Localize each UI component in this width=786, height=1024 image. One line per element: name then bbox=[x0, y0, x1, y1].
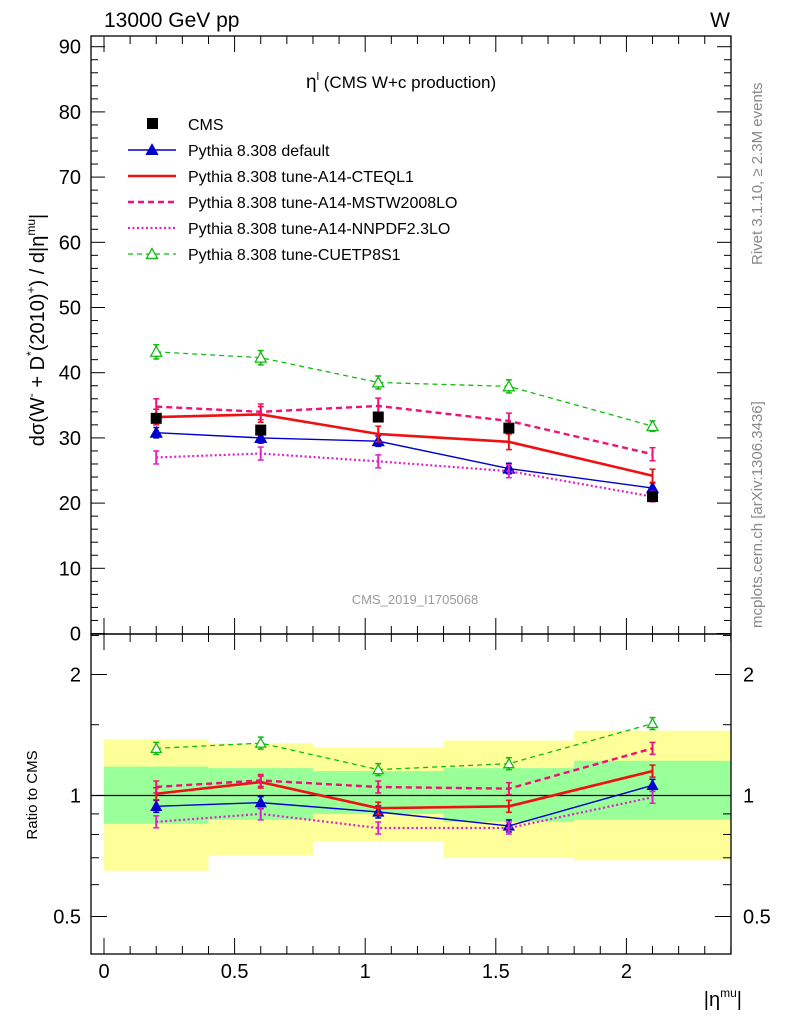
legend: CMS Pythia 8.308 default Pythia 8.308 tune… bbox=[128, 117, 457, 264]
ratio-x-tick-label: 1 bbox=[360, 961, 371, 983]
ratio-y-tick-label-right: 0.5 bbox=[743, 907, 771, 929]
main-y-tick-label: 20 bbox=[59, 493, 81, 515]
ratio-point-triangle bbox=[646, 778, 659, 790]
main-title: ηl (CMS W+c production) bbox=[306, 71, 496, 93]
legend-marker-triangle-open bbox=[145, 247, 159, 260]
main-data-point bbox=[255, 424, 267, 436]
main-y-tick-label: 40 bbox=[59, 363, 81, 385]
ratio-y-tick-label-right: 1 bbox=[743, 786, 754, 808]
watermark: CMS_2019_I1705068 bbox=[352, 592, 479, 607]
header-left: 13000 GeV pp bbox=[104, 9, 239, 32]
legend-entry-label: Pythia 8.308 tune-CUETP8S1 bbox=[188, 247, 401, 264]
main-y-label: dσ(W- + D*(2010)+) / d|ηmu| bbox=[24, 214, 49, 446]
legend-entry-label: Pythia 8.308 tune-A14-MSTW2008LO bbox=[188, 195, 457, 212]
main-series-line bbox=[156, 452, 653, 498]
main-point-triangle bbox=[149, 425, 163, 438]
main-point-triangle-open bbox=[645, 419, 660, 432]
main-y-tick-label: 30 bbox=[59, 428, 81, 450]
main-point-triangle-open bbox=[254, 350, 268, 363]
main-y-tick-label: 10 bbox=[59, 558, 81, 580]
ratio-y-tick-label-right: 2 bbox=[743, 664, 754, 686]
legend-marker-square bbox=[147, 118, 158, 129]
main-title-eta: η bbox=[306, 72, 317, 93]
main-series bbox=[149, 343, 660, 503]
main-data-point bbox=[647, 491, 659, 503]
ratio-point-triangle bbox=[150, 799, 163, 811]
main-data-point bbox=[372, 411, 384, 423]
ratio-series bbox=[150, 716, 659, 835]
main-point-triangle-open bbox=[502, 379, 516, 392]
ratio-point-triangle-open bbox=[254, 736, 267, 748]
main-y-tick-label: 60 bbox=[59, 232, 81, 254]
ratio-y-tick-label: 0.5 bbox=[53, 907, 81, 929]
legend-entry-label: Pythia 8.308 tune-A14-CTEQL1 bbox=[188, 169, 414, 186]
ratio-point-triangle-open bbox=[150, 742, 163, 754]
legend-entry-label: CMS bbox=[188, 117, 224, 134]
main-series-line bbox=[156, 413, 653, 477]
ratio-point-triangle-open bbox=[502, 757, 515, 769]
rivet-label: Rivet 3.1.10, ≥ 2.3M events bbox=[749, 83, 766, 266]
legend-marker-triangle bbox=[145, 143, 159, 156]
ratio-point-triangle-open bbox=[646, 717, 659, 729]
ratio-point-triangle bbox=[254, 796, 267, 808]
main-title-rest: (CMS W+c production) bbox=[319, 73, 496, 92]
main-y-tick-label: 80 bbox=[59, 102, 81, 124]
ratio-x-tick-label: 1.5 bbox=[482, 961, 510, 983]
ratio-y-label: Ratio to CMS bbox=[24, 750, 41, 839]
main-series-line bbox=[156, 431, 653, 489]
header-right: W bbox=[710, 9, 730, 32]
ratio-y-tick-label: 2 bbox=[70, 664, 81, 686]
ratio-point-triangle-open bbox=[372, 763, 385, 775]
main-point-triangle bbox=[254, 431, 268, 443]
legend-entry-label: Pythia 8.308 tune-A14-NNPDF2.3LO bbox=[188, 221, 450, 238]
mcplots-label: mcplots.cern.ch [arXiv:1306.3436] bbox=[749, 401, 766, 628]
ratio-x-tick-label: 0 bbox=[98, 961, 109, 983]
main-y-tick-label: 0 bbox=[70, 624, 81, 646]
x-axis-label: |ηmu| bbox=[704, 986, 742, 1011]
main-data-point bbox=[503, 422, 515, 434]
main-y-tick-label: 50 bbox=[59, 298, 81, 320]
main-series-line bbox=[156, 351, 653, 427]
main-point-triangle-open bbox=[371, 375, 385, 388]
ratio-x-tick-label: 2 bbox=[621, 961, 632, 983]
ratio-x-tick-label: 0.5 bbox=[221, 961, 249, 983]
main-frame bbox=[90, 35, 732, 635]
ratio-y-tick-label: 1 bbox=[70, 786, 81, 808]
main-point-triangle-open bbox=[149, 344, 163, 357]
ratio-frame bbox=[90, 633, 732, 955]
legend-entry-label: Pythia 8.308 default bbox=[188, 143, 330, 160]
main-axis-ticks: 0 10 20 30 40 50 60 70 80 90 bbox=[59, 36, 732, 646]
main-y-tick-label: 70 bbox=[59, 167, 81, 189]
ratio-axis-ticks: 0 0.5 1 1.5 2 0.5 0.5 1 1 2 2 bbox=[53, 634, 771, 983]
main-data-point bbox=[150, 412, 162, 424]
main-title-sup: l bbox=[317, 71, 319, 83]
main-y-tick-label: 90 bbox=[59, 37, 81, 59]
